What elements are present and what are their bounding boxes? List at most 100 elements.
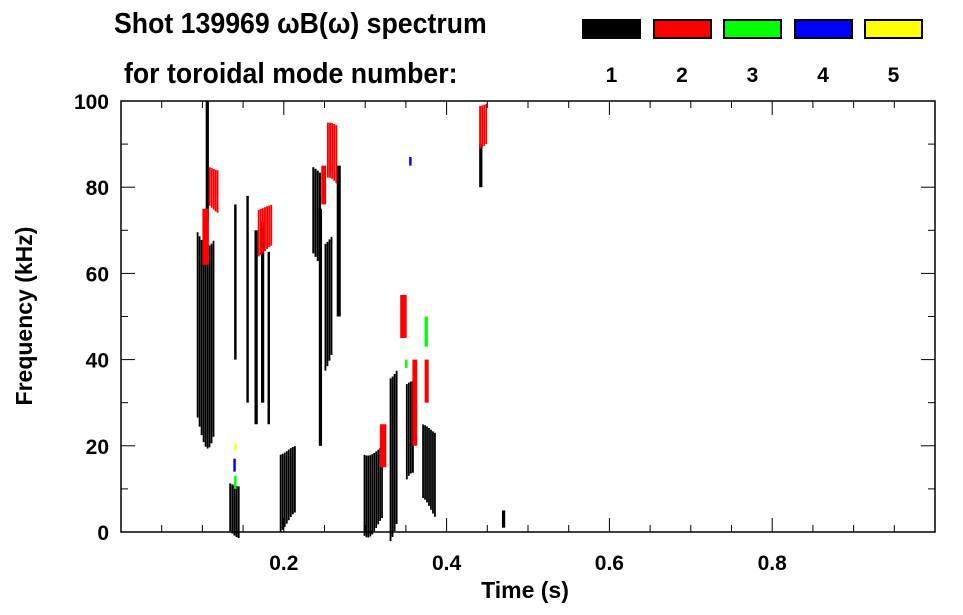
legend-label: 4 xyxy=(817,64,829,87)
spectral-feature-mode-1 xyxy=(279,454,282,532)
spectral-feature-mode-2 xyxy=(424,359,429,403)
spectral-feature-mode-1 xyxy=(261,221,265,403)
spectral-feature-mode-1 xyxy=(281,453,284,530)
spectral-feature-mode-2 xyxy=(479,105,481,149)
spectral-feature-mode-1 xyxy=(326,241,329,367)
spectral-feature-mode-1 xyxy=(407,382,410,476)
x-tick-label: 0.8 xyxy=(758,552,788,575)
chart-title: Shot 139969 ωB(ω) spectrum xyxy=(114,8,487,40)
spectral-feature-mode-1 xyxy=(369,455,372,537)
spectral-feature-mode-3 xyxy=(405,359,408,369)
spectral-feature-mode-2 xyxy=(266,206,269,249)
spectral-feature-mode-1 xyxy=(365,455,368,538)
spectral-feature-mode-1 xyxy=(196,232,199,418)
spectral-feature-mode-1 xyxy=(381,446,383,519)
spectral-feature-mode-1 xyxy=(283,452,286,527)
spectral-feature-mode-1 xyxy=(293,446,296,513)
spectral-feature-mode-1 xyxy=(235,485,238,538)
spectral-feature-mode-2 xyxy=(259,208,262,255)
spectral-feature-mode-1 xyxy=(200,240,203,436)
spectral-feature-mode-1 xyxy=(393,373,396,532)
spectral-feature-mode-1 xyxy=(389,378,392,542)
spectral-feature-mode-1 xyxy=(479,144,483,188)
spectral-feature-mode-2 xyxy=(321,165,327,205)
spectral-feature-mode-1 xyxy=(336,165,341,317)
spectral-feature-mode-1 xyxy=(314,168,317,257)
spectral-feature-mode-1 xyxy=(377,449,380,525)
spectral-feature-mode-1 xyxy=(254,230,258,425)
y-tick-label: 20 xyxy=(86,436,109,459)
spectral-feature-mode-1 xyxy=(405,384,408,480)
spectral-feature-mode-1 xyxy=(210,243,213,444)
spectral-feature-mode-1 xyxy=(289,448,292,517)
spectral-feature-mode-1 xyxy=(330,236,333,355)
spectral-feature-mode-1 xyxy=(426,426,428,503)
x-tick-label: 0.6 xyxy=(595,552,624,575)
spectral-feature-mode-2 xyxy=(483,104,486,146)
spectral-feature-mode-2 xyxy=(216,170,219,213)
spectral-feature-mode-2 xyxy=(412,359,418,446)
spectral-feature-mode-1 xyxy=(237,486,240,539)
spectral-feature-mode-1 xyxy=(430,429,432,510)
spectral-feature-mode-1 xyxy=(432,431,434,514)
spectral-feature-mode-2 xyxy=(331,123,334,179)
spectral-feature-mode-1 xyxy=(208,245,211,448)
spectral-feature-mode-1 xyxy=(287,449,290,521)
spectral-feature-mode-2 xyxy=(212,168,215,210)
spectral-feature-mode-2 xyxy=(485,103,488,145)
x-tick-label: 0.2 xyxy=(269,552,298,575)
spectral-feature-mode-1 xyxy=(371,454,374,535)
y-tick-label: 0 xyxy=(97,522,109,545)
y-tick-label: 100 xyxy=(74,91,109,114)
spectral-feature-mode-2 xyxy=(481,105,484,148)
spectral-feature-mode-1 xyxy=(363,454,366,536)
spectral-feature-mode-2 xyxy=(329,122,331,178)
spectral-feature-mode-1 xyxy=(391,376,394,537)
spectral-feature-mode-1 xyxy=(267,251,270,425)
y-tick-label: 40 xyxy=(86,350,109,373)
spectral-feature-mode-3 xyxy=(234,475,237,489)
spectral-feature-mode-1 xyxy=(409,381,412,474)
legend-label: 5 xyxy=(887,64,900,87)
legend-swatch-mode-1 xyxy=(582,19,641,39)
spectral-feature-mode-1 xyxy=(202,243,205,443)
legend-swatch-mode-4 xyxy=(793,19,853,39)
legend-swatch-mode-3 xyxy=(723,19,782,39)
spectral-feature-mode-1 xyxy=(422,424,424,498)
spectral-feature-mode-2 xyxy=(268,205,271,248)
spectral-feature-mode-2 xyxy=(210,168,213,208)
spectral-feature-mode-1 xyxy=(204,245,207,447)
legend-swatch-mode-5 xyxy=(864,19,923,39)
spectral-feature-mode-4 xyxy=(233,458,236,472)
legend-label: 2 xyxy=(676,64,688,87)
spectral-feature-mode-1 xyxy=(328,239,331,361)
x-axis-label: Time (s) xyxy=(481,577,569,603)
spectral-feature-mode-1 xyxy=(318,208,323,446)
spectral-feature-mode-4 xyxy=(409,157,412,166)
spectral-feature-mode-1 xyxy=(246,195,249,403)
spectral-feature-mode-1 xyxy=(375,451,378,529)
spectral-feature-mode-1 xyxy=(231,484,234,534)
x-tick-label: 0.4 xyxy=(432,552,462,575)
spectral-feature-mode-3 xyxy=(424,316,428,347)
y-tick-label: 80 xyxy=(86,177,109,200)
y-axis-label: Frequency (kHz) xyxy=(11,227,37,406)
spectral-feature-mode-1 xyxy=(428,427,430,506)
spectral-feature-mode-1 xyxy=(367,455,370,538)
spectral-feature-mode-2 xyxy=(335,125,338,184)
y-tick-label: 60 xyxy=(86,263,109,286)
spectral-feature-mode-1 xyxy=(206,245,209,449)
spectral-feature-mode-1 xyxy=(312,167,315,254)
spectral-feature-mode-2 xyxy=(202,208,209,265)
spectral-feature-mode-1 xyxy=(501,510,506,528)
chart-subtitle: for toroidal mode number: xyxy=(124,58,458,90)
spectral-feature-mode-2 xyxy=(333,123,336,181)
spectral-feature-mode-5 xyxy=(234,443,237,451)
spectral-feature-mode-1 xyxy=(234,204,237,360)
spectral-feature-mode-2 xyxy=(264,207,266,251)
spectral-feature-mode-2 xyxy=(379,424,387,468)
spectral-feature-mode-1 xyxy=(395,370,398,525)
spectral-feature-mode-1 xyxy=(424,425,426,500)
